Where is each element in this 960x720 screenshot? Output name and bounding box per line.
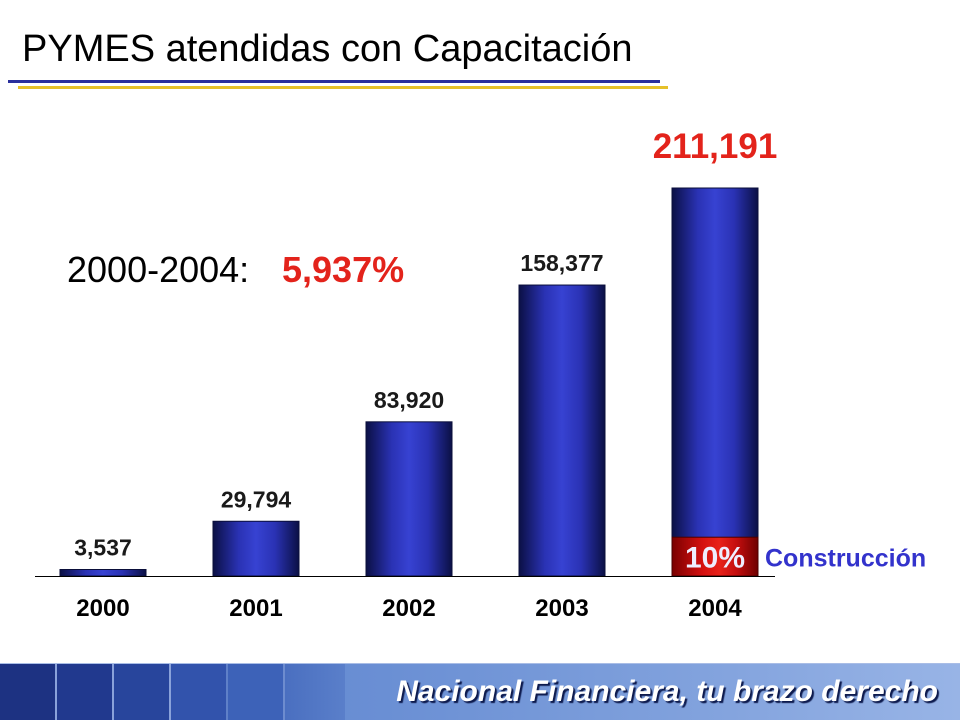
title-underline-gold (18, 86, 668, 89)
footer-stripe (228, 664, 285, 720)
value-label-2000: 3,537 (74, 535, 132, 561)
bar-2000 (59, 569, 147, 577)
footer-band: Nacional Financiera, tu brazo derecho (0, 663, 960, 720)
year-label-2002: 2002 (382, 595, 435, 622)
growth-value: 5,937% (282, 249, 405, 290)
year-label-2001: 2001 (229, 595, 282, 622)
bar-2003 (518, 284, 606, 577)
value-label-2003: 158,377 (520, 250, 603, 276)
footer-stripe (171, 664, 228, 720)
footer-stripe (57, 664, 114, 720)
year-label-2000: 2000 (76, 595, 129, 622)
bar-2002 (365, 421, 453, 577)
value-label-2002: 83,920 (374, 387, 444, 413)
bar-2001 (212, 520, 300, 577)
chart-marks: 3,537 2000 29,794 2001 83,920 2002 158,377 2003… (59, 127, 926, 622)
footer-stripe (0, 664, 57, 720)
year-label-2004: 2004 (688, 595, 742, 622)
bar-chart: 3,537 2000 29,794 2001 83,920 2002 158,377 2003… (35, 127, 926, 622)
title-underline-blue (8, 80, 660, 83)
value-label-2001: 29,794 (221, 486, 292, 512)
growth-period-label: 2000-2004: (67, 249, 250, 290)
bar-2004 (671, 187, 759, 577)
footer-tagline: Nacional Financiera, tu brazo derecho (396, 675, 938, 708)
value-label-2004: 211,191 (653, 127, 778, 166)
footer-stripe (285, 664, 345, 720)
page-title: PYMES atendidas con Capacitación (22, 28, 633, 70)
footer-stripe (114, 664, 171, 720)
year-label-2003: 2003 (535, 595, 588, 622)
segment-name-label: Construcción (765, 545, 926, 573)
segment-share-label: 10% (685, 542, 745, 575)
